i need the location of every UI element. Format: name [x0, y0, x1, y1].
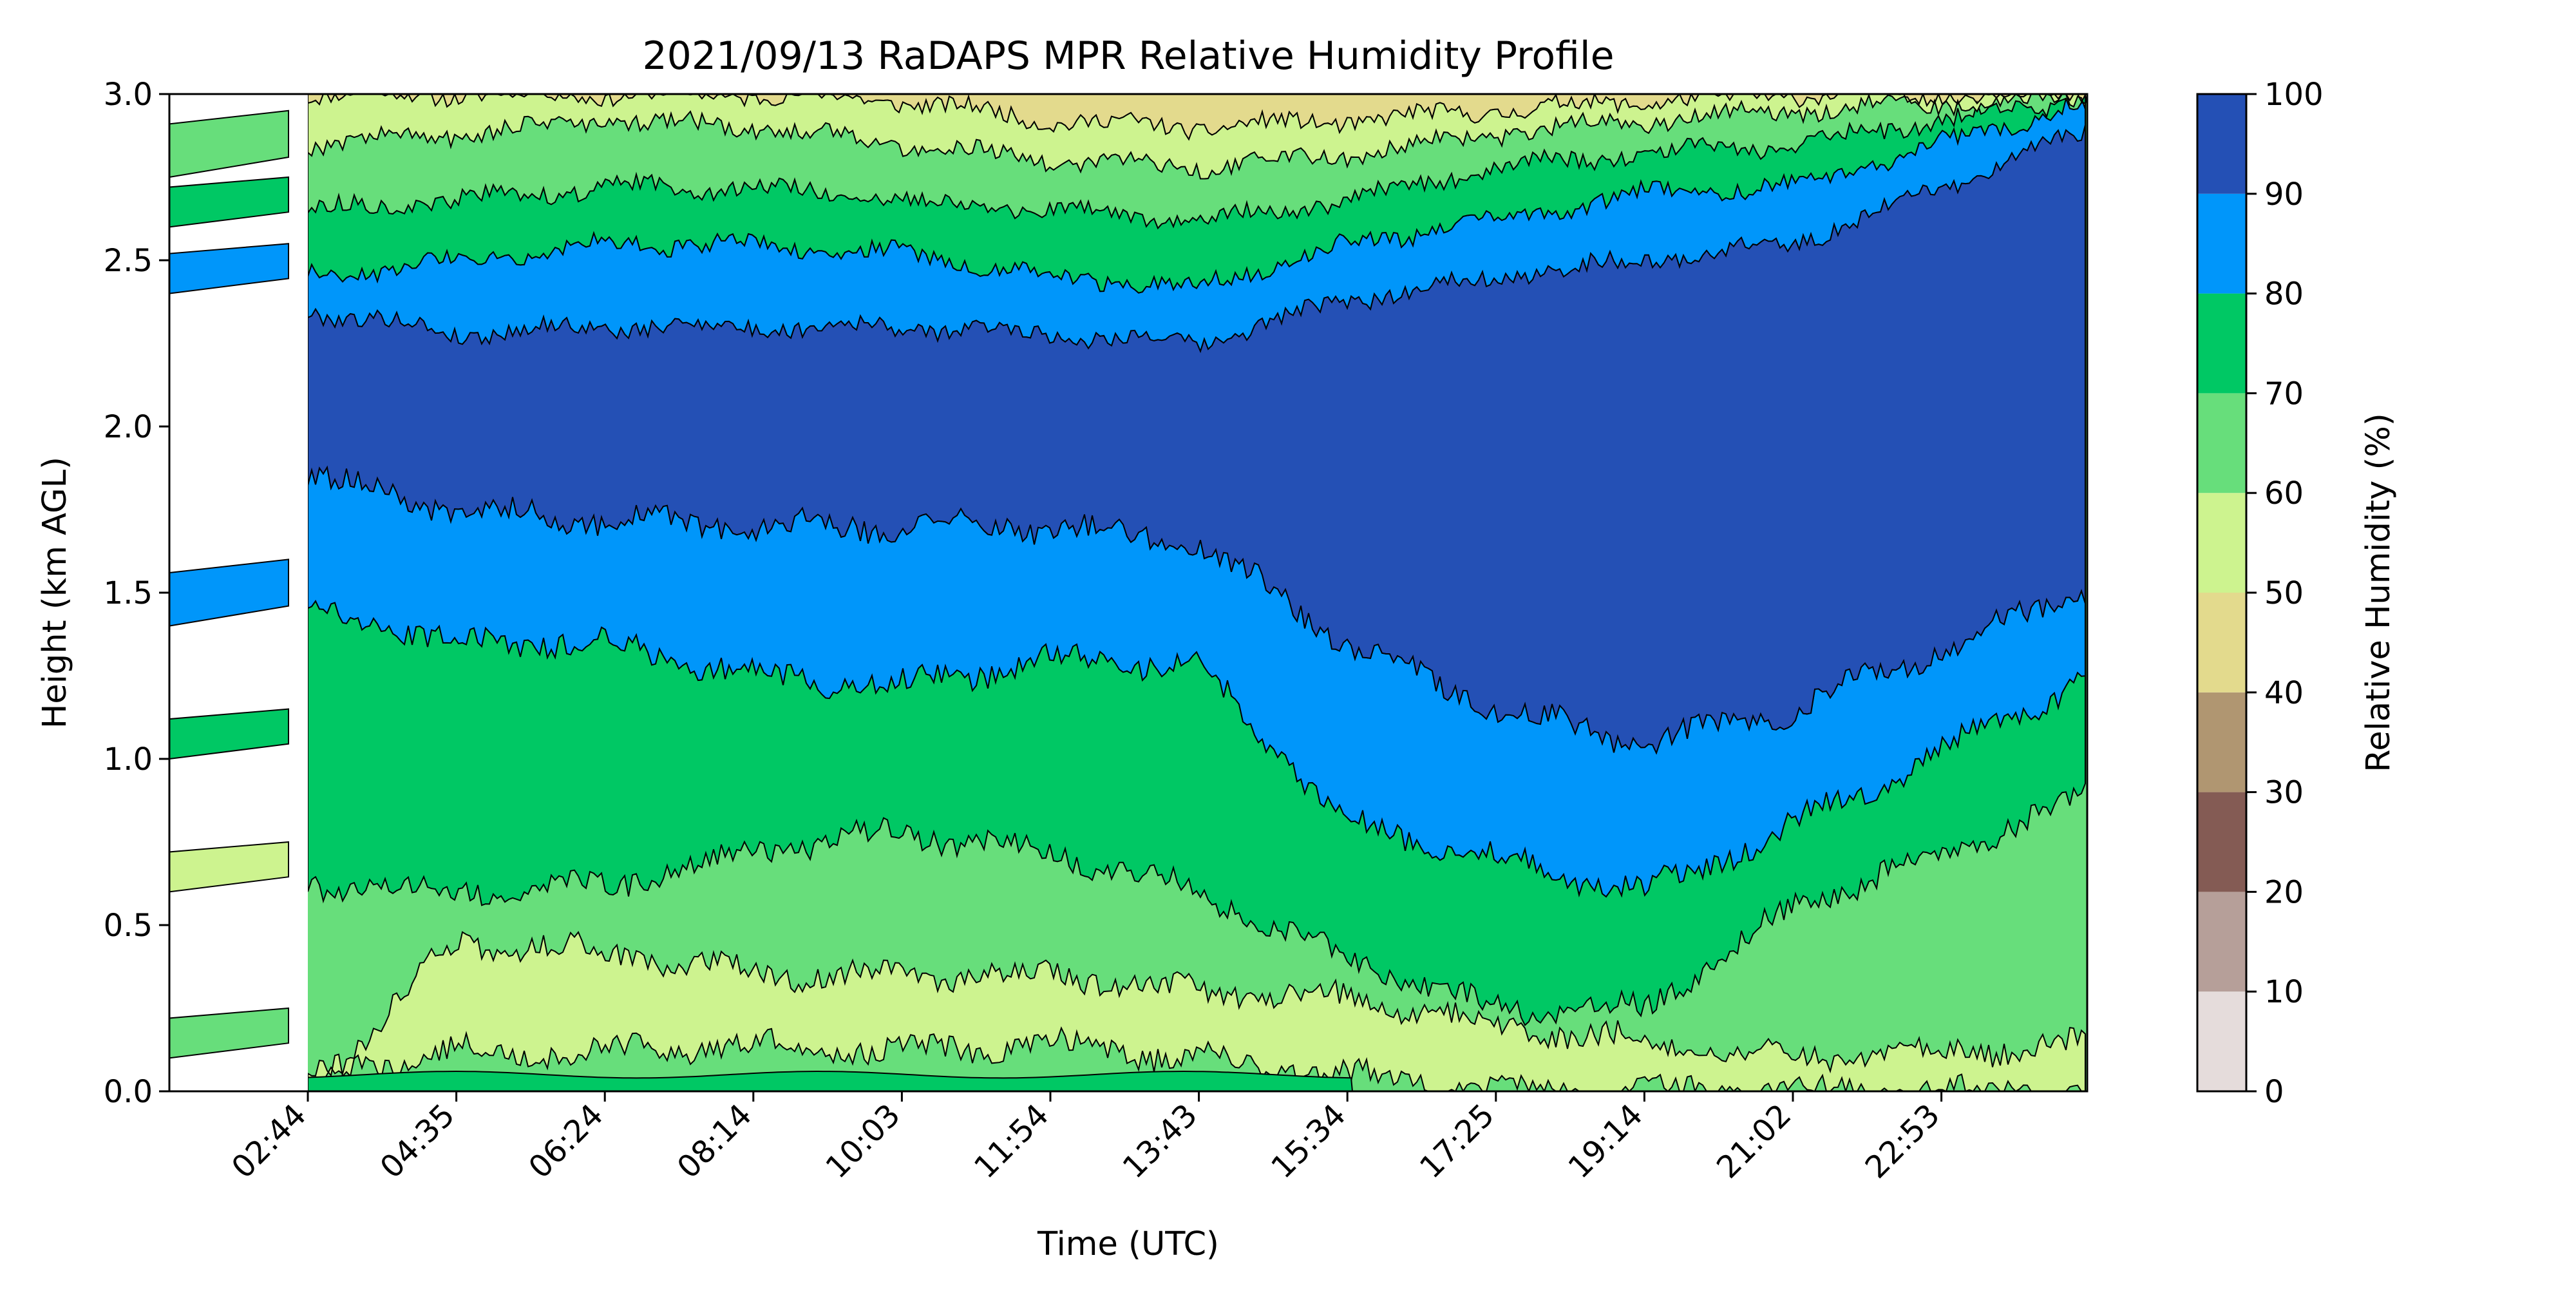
rh-50-60-low-band: [307, 931, 2086, 1091]
y-tick-label: 3.0: [104, 77, 153, 113]
contour-plot-area: [307, 94, 2087, 1091]
colorbar-swatch: [2197, 892, 2246, 992]
y-axis-label: Height (km AGL): [36, 457, 74, 729]
colorbar-tick-label: 70: [2264, 376, 2304, 412]
rh-surface-band: [307, 1070, 1354, 1091]
data-gap-region: [169, 94, 308, 1091]
colorbar-tick-label: 10: [2264, 974, 2304, 1010]
colorbar: 0 10 20 30 40 50 60 70 80 90 100: [2196, 77, 2324, 1110]
colorbar-swatch: [2197, 393, 2246, 493]
colorbar-tick-label: 60: [2264, 475, 2304, 512]
chart-title: 2021/09/13 RaDAPS MPR Relative Humidity …: [643, 33, 1615, 79]
colorbar-swatch: [2197, 692, 2246, 792]
rh-50-60-upper-band: [307, 94, 2086, 180]
colorbar-tick-label: 30: [2264, 775, 2304, 811]
x-axis-label: Time (UTC): [1037, 1225, 1219, 1263]
y-tick-label: 1.5: [104, 575, 153, 611]
colorbar-tick-label: 20: [2264, 874, 2304, 910]
colorbar-label: Relative Humidity (%): [2360, 413, 2398, 772]
y-tick-label: 1.0: [104, 741, 153, 778]
colorbar-tick-label: 50: [2264, 575, 2304, 611]
colorbar-swatch: [2197, 293, 2246, 394]
colorbar-swatch: [2197, 193, 2246, 294]
colorbar-tick-label: 0: [2264, 1074, 2284, 1110]
y-tick-label: 2.5: [104, 243, 153, 279]
colorbar-swatch: [2197, 94, 2246, 194]
colorbar-tick-label: 100: [2264, 77, 2324, 113]
colorbar-swatch: [2197, 991, 2246, 1091]
colorbar-tick-label: 90: [2264, 177, 2304, 213]
colorbar-swatch: [2197, 792, 2246, 892]
colorbar-swatch: [2197, 493, 2246, 593]
colorbar-swatch: [2197, 593, 2246, 693]
y-tick-label: 0.5: [104, 908, 153, 944]
y-axis: 0.0 0.5 1.0 1.5 2.0 2.5 3.0: [104, 77, 169, 1110]
colorbar-tick-label: 40: [2264, 675, 2304, 711]
y-tick-label: 2.0: [104, 409, 153, 445]
y-tick-label: 0.0: [104, 1074, 153, 1110]
colorbar-tick-label: 80: [2264, 276, 2304, 312]
